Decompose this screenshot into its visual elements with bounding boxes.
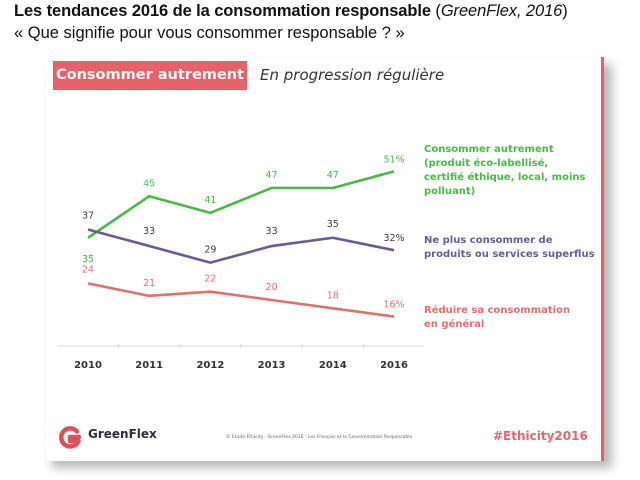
title-bold: Les tendances 2016 de la consommation re… xyxy=(14,2,431,20)
data-label: 20 xyxy=(266,282,278,293)
legend-line: Réduire sa consommation xyxy=(424,305,571,316)
data-label: 51% xyxy=(383,154,404,165)
data-label: 35 xyxy=(82,254,94,265)
data-label: 24 xyxy=(82,264,94,275)
line-chart: 2010 2011 2012 2013 2014 2016 35 45 41 47 47 51% 37 3… xyxy=(58,154,424,371)
x-tick-label-2014: 2014 xyxy=(319,360,347,371)
data-label: 45 xyxy=(143,178,155,189)
data-label: 47 xyxy=(327,170,339,181)
legend-line: Ne plus consommer de xyxy=(424,235,553,246)
legend-line: produits ou services superflus xyxy=(424,249,595,260)
legend-line: certifié éthique, local, moins xyxy=(424,172,586,183)
series-line-3 xyxy=(87,282,395,318)
series-line-1 xyxy=(87,170,395,239)
title-paren-close: ) xyxy=(562,2,568,20)
greenflex-logo-icon xyxy=(59,426,82,449)
page-subtitle: « Que signifie pour vous consommer respo… xyxy=(14,24,405,42)
legend-line: Consommer autrement xyxy=(424,144,554,155)
page-title: Les tendances 2016 de la consommation re… xyxy=(14,2,568,21)
data-label: 33 xyxy=(266,226,278,237)
data-label: 47 xyxy=(266,170,278,181)
data-label: 35 xyxy=(327,219,339,230)
x-tick-label-2016: 2016 xyxy=(380,360,408,371)
x-tick-label-2011: 2011 xyxy=(135,360,163,371)
slide-tagline: En progression régulière xyxy=(260,66,445,84)
x-tick-label-2013: 2013 xyxy=(258,360,286,371)
x-tick-label-2012: 2012 xyxy=(196,360,224,371)
legend-entry-1: Consommer autrement (produit éco-labellis… xyxy=(424,143,585,199)
data-label: 22 xyxy=(204,274,216,285)
legend-line: polluant) xyxy=(424,186,476,197)
brand-name: GreenFlex xyxy=(88,427,157,441)
data-label: 21 xyxy=(143,278,155,289)
x-tick-label-2010: 2010 xyxy=(74,360,102,371)
series-line-2 xyxy=(87,228,395,264)
legend-line: en général xyxy=(424,319,485,330)
data-label: 41 xyxy=(204,195,216,206)
slide: Consommer autrement En progression régul… xyxy=(46,57,604,461)
data-label: 18 xyxy=(327,290,339,301)
data-label: 37 xyxy=(82,210,94,221)
title-paren-open: ( xyxy=(430,2,441,20)
legend-line: (produit éco-labellisé, xyxy=(424,158,549,169)
data-label: 32% xyxy=(383,233,404,244)
legend-entry-3: Réduire sa consommation en général xyxy=(424,304,570,332)
data-label: 16% xyxy=(383,300,404,311)
data-label: 29 xyxy=(204,245,216,256)
data-label: 33 xyxy=(143,226,155,237)
footer-hashtag: #Ethicity2016 xyxy=(493,429,588,443)
title-source: GreenFlex, 2016 xyxy=(440,2,563,20)
slide-tag: Consommer autrement xyxy=(53,61,247,90)
footer-credit: © Etude Ethicity - GreenFlex 2016 - Les … xyxy=(226,435,413,440)
legend-entry-2: Ne plus consommer de produits ou services… xyxy=(424,234,595,262)
